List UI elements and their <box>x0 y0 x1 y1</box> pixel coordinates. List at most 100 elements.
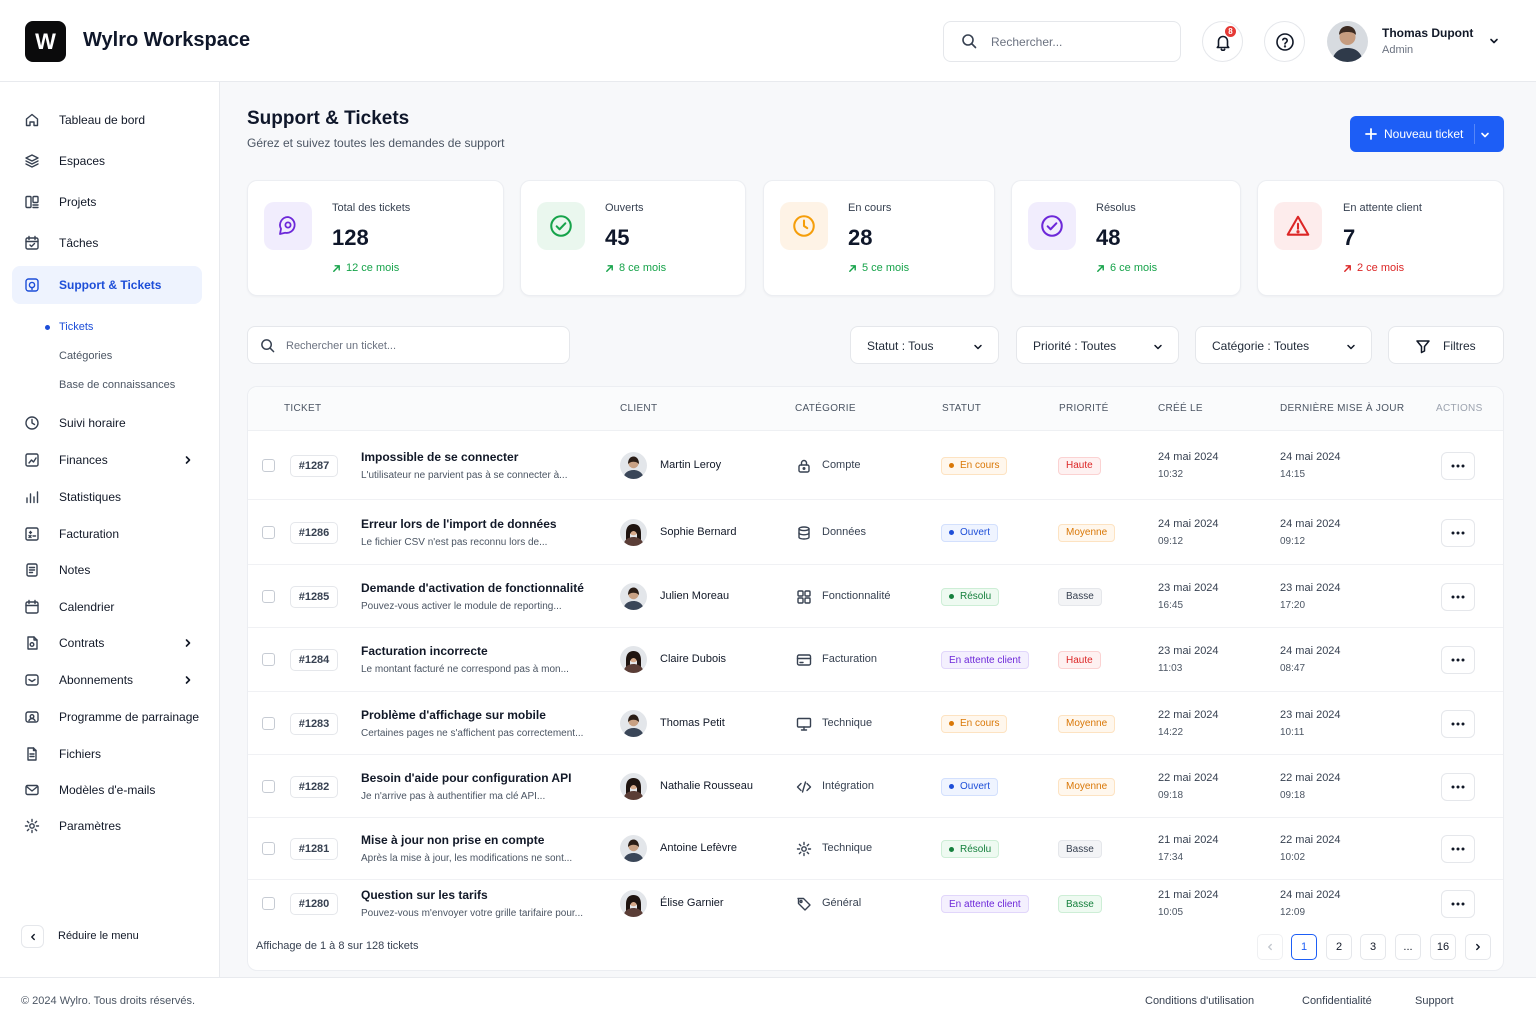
column-header-3[interactable]: STATUT <box>942 403 982 414</box>
status-filter-select[interactable]: Statut : Tous <box>850 326 999 364</box>
row-checkbox[interactable] <box>262 653 275 666</box>
table-row[interactable]: #1287 Impossible de se connecter L'utili… <box>248 431 1503 500</box>
column-header-0[interactable]: TICKET <box>284 403 322 414</box>
sidebar-item-14[interactable]: Fichiers <box>12 735 202 773</box>
stat-card-3[interactable]: Résolus 48 6 ce mois <box>1011 180 1241 296</box>
user-avatar[interactable] <box>1327 21 1368 62</box>
sidebar-item-6[interactable]: Finances <box>12 441 202 479</box>
ticket-title[interactable]: Problème d'affichage sur mobile <box>361 707 546 722</box>
footer-link-privacy[interactable]: Confidentialité <box>1302 995 1372 1007</box>
pagination-page[interactable]: ... <box>1395 934 1421 960</box>
collapse-menu-button[interactable] <box>21 925 44 948</box>
row-actions-button[interactable] <box>1441 835 1475 863</box>
pagination-next-button[interactable] <box>1465 934 1491 960</box>
sidebar-item-4[interactable]: Support & Tickets <box>12 266 202 304</box>
row-checkbox[interactable] <box>262 716 275 730</box>
client-name[interactable]: Martin Leroy <box>660 458 722 471</box>
app-logo[interactable]: W <box>25 21 66 62</box>
global-search-input[interactable] <box>991 33 1166 51</box>
pagination-page[interactable]: 16 <box>1430 934 1456 960</box>
category-filter-select[interactable]: Catégorie : Toutes <box>1195 326 1372 364</box>
client-name[interactable]: Julien Moreau <box>660 589 730 602</box>
ticket-title[interactable]: Besoin d'aide pour configuration API <box>361 770 572 785</box>
notifications-button[interactable]: 8 <box>1202 21 1243 62</box>
row-checkbox[interactable] <box>262 779 275 793</box>
chevron-down-icon[interactable] <box>1488 35 1500 47</box>
priority-filter-select[interactable]: Priorité : Toutes <box>1016 326 1179 364</box>
table-row[interactable]: #1284 Facturation incorrecte Le montant … <box>248 628 1503 692</box>
stat-trend-text: 8 ce mois <box>619 262 667 274</box>
collapse-menu-label[interactable]: Réduire le menu <box>58 930 139 942</box>
client-name[interactable]: Claire Dubois <box>660 653 727 665</box>
stat-card-0[interactable]: Total des tickets 128 12 ce mois <box>247 180 504 296</box>
pagination-page[interactable]: 2 <box>1326 934 1352 960</box>
row-checkbox[interactable] <box>262 842 275 855</box>
column-header-2[interactable]: CATÉGORIE <box>795 403 856 414</box>
sidebar-subitem-0[interactable]: Tickets <box>59 321 94 333</box>
ticket-title[interactable]: Demande d'activation de fonctionnalité <box>361 580 584 595</box>
sidebar-item-13[interactable]: Programme de parrainage <box>12 698 202 736</box>
ticket-search-input[interactable] <box>286 337 556 355</box>
sidebar-item-15[interactable]: Modèles d'e-mails <box>12 771 202 809</box>
row-checkbox[interactable] <box>262 897 275 910</box>
row-actions-button[interactable] <box>1441 772 1475 801</box>
row-checkbox[interactable] <box>262 589 275 603</box>
ticket-search[interactable] <box>247 326 570 364</box>
help-button[interactable] <box>1264 21 1305 62</box>
pagination-prev-button[interactable] <box>1257 934 1283 960</box>
chevron-down-icon[interactable] <box>1479 129 1491 141</box>
ticket-title[interactable]: Erreur lors de l'import de données <box>361 516 557 531</box>
new-ticket-button[interactable]: Nouveau ticket <box>1350 116 1504 152</box>
sidebar-item-1[interactable]: Espaces <box>12 142 202 180</box>
row-actions-button[interactable] <box>1441 518 1475 547</box>
column-header-4[interactable]: PRIORITÉ <box>1059 403 1109 414</box>
row-checkbox[interactable] <box>262 525 275 539</box>
sidebar-item-5[interactable]: Suivi horaire <box>12 404 202 442</box>
row-actions-button[interactable] <box>1441 582 1475 611</box>
ticket-title[interactable]: Mise à jour non prise en compte <box>361 833 545 847</box>
stat-card-4[interactable]: En attente client 7 2 ce mois <box>1257 180 1504 296</box>
sidebar-item-12[interactable]: Abonnements <box>12 661 202 699</box>
table-row[interactable]: #1282 Besoin d'aide pour configuration A… <box>248 755 1503 818</box>
row-checkbox[interactable] <box>262 458 275 472</box>
stat-card-1[interactable]: Ouverts 45 8 ce mois <box>520 180 746 296</box>
client-name[interactable]: Thomas Petit <box>660 716 725 729</box>
client-name[interactable]: Élise Garnier <box>660 897 724 909</box>
table-row[interactable]: #1285 Demande d'activation de fonctionna… <box>248 565 1503 628</box>
sidebar-subitem-1[interactable]: Catégories <box>59 350 113 362</box>
ticket-title[interactable]: Facturation incorrecte <box>361 644 488 658</box>
filters-button[interactable]: Filtres <box>1388 326 1504 364</box>
pagination-page[interactable]: 1 <box>1291 934 1317 960</box>
pagination-page[interactable]: 3 <box>1360 934 1386 960</box>
column-header-1[interactable]: CLIENT <box>620 403 658 414</box>
sidebar-item-8[interactable]: Facturation <box>12 515 202 553</box>
footer-link-support[interactable]: Support <box>1415 995 1454 1007</box>
row-actions-button[interactable] <box>1441 451 1475 480</box>
sidebar-item-16[interactable]: Paramètres <box>12 807 202 845</box>
sidebar-item-3[interactable]: Tâches <box>12 224 202 262</box>
ticket-title[interactable]: Question sur les tarifs <box>361 888 488 902</box>
table-row[interactable]: #1283 Problème d'affichage sur mobile Ce… <box>248 692 1503 755</box>
client-name[interactable]: Sophie Bernard <box>660 525 737 538</box>
sidebar-subitem-2[interactable]: Base de connaissances <box>59 379 176 391</box>
sidebar-item-9[interactable]: Notes <box>12 551 202 589</box>
row-actions-button[interactable] <box>1441 890 1475 918</box>
row-actions-button[interactable] <box>1441 709 1475 738</box>
table-row[interactable]: #1281 Mise à jour non prise en compte Ap… <box>248 818 1503 880</box>
client-name[interactable]: Nathalie Rousseau <box>660 779 753 792</box>
ticket-title[interactable]: Impossible de se connecter <box>361 449 519 464</box>
global-search[interactable] <box>943 21 1181 62</box>
table-row[interactable]: #1280 Question sur les tarifs Pouvez-vou… <box>248 880 1503 928</box>
row-actions-button[interactable] <box>1441 646 1475 674</box>
sidebar-item-11[interactable]: Contrats <box>12 624 202 662</box>
sidebar-item-10[interactable]: Calendrier <box>12 588 202 626</box>
sidebar-item-0[interactable]: Tableau de bord <box>12 101 202 139</box>
client-name[interactable]: Antoine Lefèvre <box>660 842 738 854</box>
sidebar-item-7[interactable]: Statistiques <box>12 478 202 516</box>
footer-link-terms[interactable]: Conditions d'utilisation <box>1145 995 1255 1007</box>
column-header-5[interactable]: CRÉÉ LE <box>1158 403 1203 414</box>
table-row[interactable]: #1286 Erreur lors de l'import de données… <box>248 500 1503 565</box>
sidebar-item-2[interactable]: Projets <box>12 183 202 221</box>
column-header-6[interactable]: DERNIÈRE MISE À JOUR <box>1280 403 1405 414</box>
stat-card-2[interactable]: En cours 28 5 ce mois <box>763 180 995 296</box>
